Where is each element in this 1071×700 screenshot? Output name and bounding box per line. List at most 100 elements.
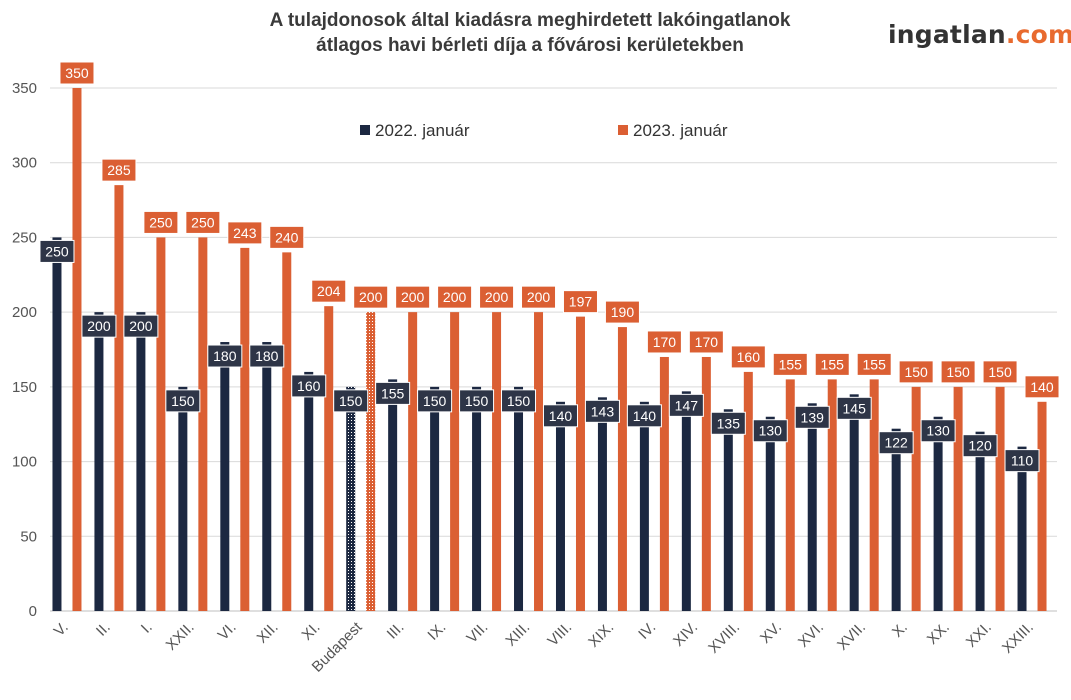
bar-2022 — [639, 401, 649, 611]
data-label-box-2022 — [417, 389, 453, 413]
bar-2022 — [304, 371, 314, 611]
data-label-box-2022 — [375, 381, 411, 405]
data-label-box-2023 — [353, 285, 389, 309]
data-label-2023: 285 — [107, 162, 131, 178]
bar-2022 — [136, 312, 146, 611]
bar-2023 — [156, 237, 166, 611]
data-label-2023: 155 — [779, 356, 803, 372]
bar-2023 — [72, 88, 82, 611]
data-label-box-2023 — [898, 360, 934, 384]
bar-2022 — [681, 391, 691, 611]
data-label-2022: 130 — [926, 423, 950, 439]
data-label-2022: 110 — [1011, 453, 1034, 469]
data-label-box-2023 — [311, 279, 347, 303]
bar-2022 — [94, 312, 104, 611]
data-label-2023: 200 — [359, 289, 383, 305]
bar-2023 — [953, 386, 963, 611]
data-label-2023: 170 — [653, 334, 677, 350]
data-label-box-2023 — [437, 285, 473, 309]
data-label-2023: 197 — [569, 294, 593, 310]
y-tick-label: 200 — [12, 304, 37, 321]
bar-2023 — [366, 312, 376, 611]
bar-2023 — [492, 312, 502, 611]
data-label-box-2022 — [291, 374, 327, 398]
data-label-box-2023 — [814, 352, 850, 376]
bar-2023 — [701, 356, 711, 611]
data-label-2022: 140 — [633, 408, 657, 424]
data-label-box-2023 — [562, 290, 598, 314]
data-label-2023: 200 — [527, 289, 551, 305]
data-label-box-2023 — [101, 158, 137, 182]
data-label-2022: 147 — [675, 397, 699, 413]
y-tick-label: 250 — [12, 229, 37, 246]
x-tick-label: XXI. — [963, 619, 995, 651]
y-tick-label: 50 — [20, 528, 37, 545]
bar-2022 — [765, 416, 775, 611]
data-label-2023: 250 — [191, 214, 215, 230]
data-label-2022: 130 — [759, 423, 783, 439]
y-tick-label: 350 — [12, 80, 37, 97]
data-label-2022: 122 — [884, 435, 908, 451]
data-label-2023: 350 — [65, 65, 89, 81]
data-label-box-2023 — [521, 285, 557, 309]
bar-2023 — [114, 185, 124, 611]
x-axis: V. II. I. XXII. VI. XII. XI.Budapest III. IX. VII… — [51, 618, 1037, 675]
data-label-2023: 250 — [149, 214, 173, 230]
x-tick-label: XVI. — [795, 619, 827, 651]
y-tick-label: 0 — [29, 603, 37, 620]
bar-2022 — [472, 386, 482, 611]
bar-2023 — [324, 306, 334, 611]
legend-label-2023: 2023. január — [633, 121, 728, 140]
x-tick-label: XXIII. — [999, 619, 1037, 657]
data-label-box-2023 — [940, 360, 976, 384]
data-label-box-2022 — [668, 393, 704, 417]
data-label-2023: 200 — [401, 289, 425, 305]
data-label-box-2022 — [165, 389, 201, 413]
data-label-box-2023 — [604, 300, 640, 324]
bars — [52, 88, 1047, 612]
y-tick-label: 300 — [12, 155, 37, 172]
data-label-box-2022 — [752, 419, 788, 443]
bar-2023 — [240, 247, 250, 612]
data-label-2022: 135 — [717, 415, 741, 431]
bar-2022 — [975, 431, 985, 611]
bar-2022 — [220, 342, 230, 611]
brand-logo-tld: com — [1015, 20, 1071, 49]
data-label-2022: 120 — [968, 438, 992, 454]
data-label-2023: 204 — [317, 283, 341, 299]
chart-title-line-2: átlagos havi bérleti díja a fővárosi ker… — [316, 35, 744, 56]
bar-2022 — [514, 386, 524, 611]
x-tick-label: IV. — [635, 619, 659, 643]
data-label-box-2022 — [710, 411, 746, 435]
data-label-box-2023 — [772, 352, 808, 376]
data-label-box-2022 — [1004, 449, 1040, 473]
bar-2022 — [388, 379, 398, 611]
bar-2023 — [1037, 401, 1047, 611]
data-label-2022: 200 — [87, 318, 111, 334]
bar-2022 — [346, 386, 356, 611]
x-tick-label: VII. — [463, 619, 491, 647]
bar-2023 — [743, 371, 753, 611]
data-label-2022: 150 — [339, 393, 363, 409]
data-label-box-2023 — [856, 352, 892, 376]
bar-2023 — [659, 356, 669, 611]
x-tick-label: XV. — [757, 619, 785, 647]
x-tick-label: XVIII. — [705, 619, 743, 657]
legend: 2022. január 2023. január — [360, 121, 728, 140]
data-label-2022: 180 — [213, 348, 237, 364]
data-label-2022: 145 — [843, 400, 867, 416]
x-tick-label: II. — [93, 619, 114, 640]
data-label-box-2022 — [501, 389, 537, 413]
bar-2022 — [807, 403, 817, 611]
data-label-box-2022 — [836, 396, 872, 420]
gridlines — [50, 87, 1057, 612]
data-label-2022: 180 — [255, 348, 279, 364]
data-label-box-2023 — [269, 225, 305, 249]
data-label-box-2022 — [459, 389, 495, 413]
data-label-box-2022 — [962, 434, 998, 458]
x-tick-label: X. — [889, 619, 911, 641]
chart-title-line-1: A tulajdonosok által kiadásra meghirdete… — [269, 10, 791, 31]
data-label-2022: 139 — [801, 409, 825, 425]
data-label-box-2022 — [794, 405, 830, 429]
